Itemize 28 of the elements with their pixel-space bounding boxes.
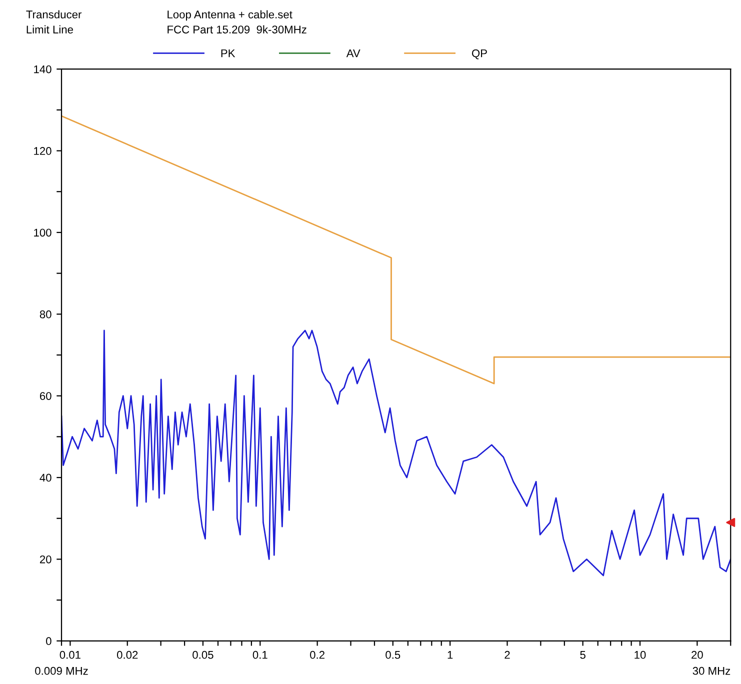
x-tick-label: 0.2	[310, 650, 324, 659]
y-tick-label: 140	[34, 65, 52, 74]
y-tick-label: 60	[40, 392, 52, 400]
x-tick-label: 0.5	[386, 650, 400, 659]
text: Loop Antenna + cable.set	[168, 10, 292, 21]
text: FCC Part 15.209 9k-30MHz	[168, 25, 306, 34]
x-tick-label: 0.05	[192, 650, 214, 659]
legend-label: PK	[221, 49, 236, 58]
x-tick-label: 0.1	[252, 650, 268, 659]
x-tick-label: 20	[692, 650, 703, 659]
y-tick-label: 20	[40, 555, 52, 564]
y-tick-label: 80	[40, 310, 52, 318]
legend-label: QP	[472, 49, 487, 60]
y-tick-label: 0	[46, 637, 52, 646]
text: Limit Line	[26, 25, 73, 34]
x-tick-label: 10	[634, 650, 646, 659]
x-tick-label: 0.01	[60, 650, 80, 659]
y-tick-label: 40	[40, 474, 52, 482]
legend-label: AV	[346, 49, 360, 58]
x-tick-label: 2	[504, 650, 510, 659]
text: 0.009 MHz	[35, 666, 88, 675]
y-tick-label: 120	[34, 147, 52, 155]
x-tick-label: 5	[580, 651, 586, 659]
x-tick-label: 0.02	[116, 650, 138, 659]
text: Transducer	[26, 10, 82, 18]
y-tick-label: 100	[34, 228, 52, 237]
x-tick-label: 1	[448, 651, 453, 659]
text: 30 MHz	[692, 666, 730, 675]
